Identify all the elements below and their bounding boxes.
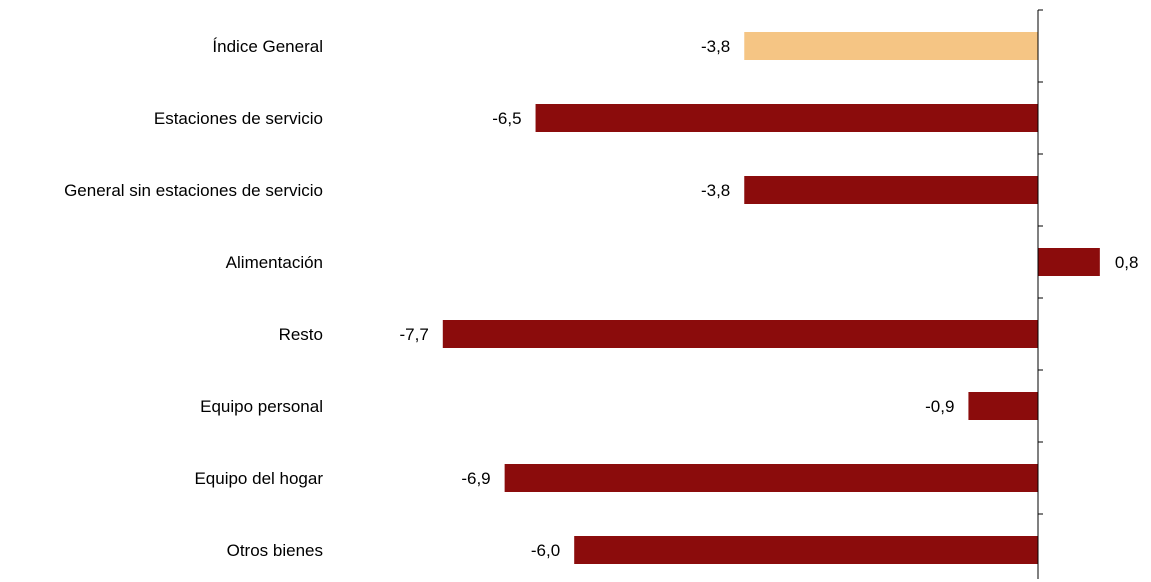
category-label-6: Equipo del hogar <box>194 469 323 488</box>
value-label-2: -3,8 <box>701 181 730 200</box>
category-label-7: Otros bienes <box>227 541 323 560</box>
category-label-0: Índice General <box>212 37 323 56</box>
category-label-4: Resto <box>279 325 323 344</box>
bar-0 <box>744 32 1038 60</box>
category-label-2: General sin estaciones de servicio <box>64 181 323 200</box>
bar-1 <box>535 104 1038 132</box>
bars-group <box>442 32 1100 564</box>
value-label-6: -6,9 <box>461 469 490 488</box>
value-label-5: -0,9 <box>925 397 954 416</box>
category-label-1: Estaciones de servicio <box>154 109 323 128</box>
bar-6 <box>504 464 1038 492</box>
bar-5 <box>968 392 1038 420</box>
bar-2 <box>744 176 1038 204</box>
labels-group: Índice General -3,8 Estaciones de servicio… <box>64 37 1138 560</box>
category-label-5: Equipo personal <box>200 397 323 416</box>
value-axis <box>1037 9 1043 579</box>
value-label-7: -6,0 <box>531 541 560 560</box>
bar-7 <box>574 536 1038 564</box>
bar-4 <box>442 320 1038 348</box>
value-label-1: -6,5 <box>492 109 521 128</box>
category-label-3: Alimentación <box>226 253 323 272</box>
value-label-0: -3,8 <box>701 37 730 56</box>
value-label-3: 0,8 <box>1115 253 1139 272</box>
bar-3 <box>1038 248 1100 276</box>
value-label-4: -7,7 <box>399 325 428 344</box>
